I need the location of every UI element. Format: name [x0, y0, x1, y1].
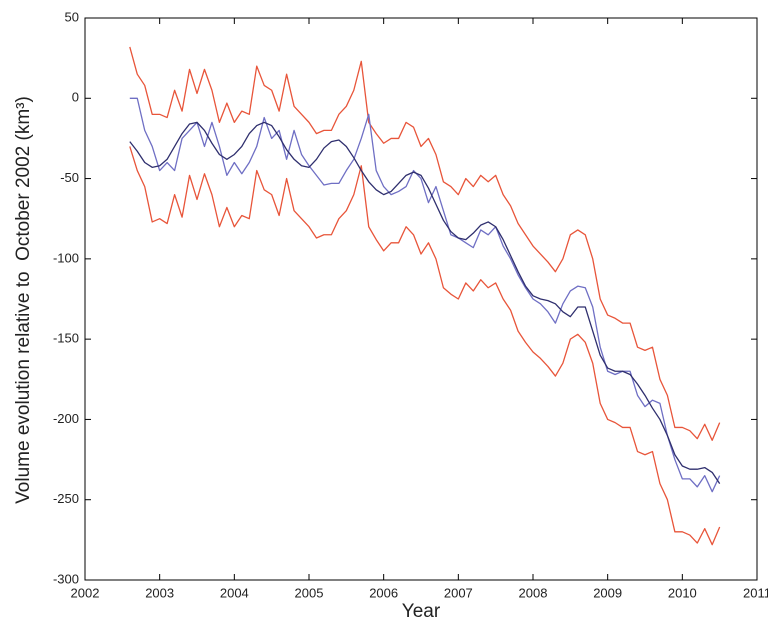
y-tick-label: -50: [60, 170, 79, 185]
series-line: [129, 46, 721, 441]
x-tick-label: 2006: [369, 585, 398, 600]
x-tick-label: 2011: [743, 585, 768, 600]
y-tick-label: -200: [53, 411, 79, 426]
y-tick-label: -250: [53, 491, 79, 506]
y-tick-label: -150: [53, 331, 79, 346]
x-tick-label: 2007: [444, 585, 473, 600]
y-tick-label: -100: [53, 250, 79, 265]
y-tick-label: 50: [65, 9, 79, 24]
x-tick-label: 2003: [145, 585, 174, 600]
plot-frame: [84, 17, 758, 581]
x-tick-label: 2002: [71, 585, 100, 600]
x-tick-label: 2010: [668, 585, 697, 600]
x-tick-label: 2004: [220, 585, 249, 600]
series-line: [129, 121, 721, 485]
x-tick-label: 2005: [295, 585, 324, 600]
x-axis-label: Year: [402, 601, 441, 622]
x-tick-label: 2008: [519, 585, 548, 600]
x-tick-label: 2009: [593, 585, 622, 600]
y-axis-label: Volume evolution relative to October 200…: [13, 96, 34, 504]
series-line: [129, 146, 721, 546]
y-tick-label: -300: [53, 571, 79, 586]
y-tick-label: 0: [72, 90, 79, 105]
